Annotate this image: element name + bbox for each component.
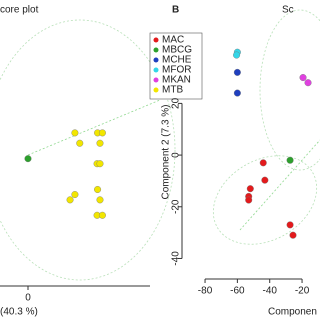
fit-line xyxy=(239,139,320,231)
y-tick-label: -20 xyxy=(171,199,182,214)
legend-label: MKAN xyxy=(162,75,191,86)
legend-label: MAC xyxy=(162,35,184,46)
legend-box xyxy=(149,32,203,100)
point xyxy=(98,211,106,219)
point xyxy=(233,89,241,97)
point xyxy=(261,176,269,184)
point xyxy=(299,74,307,82)
point xyxy=(286,156,294,164)
chart-title: Sc xyxy=(282,5,294,16)
fit-line xyxy=(27,99,161,156)
chart-title: core plot xyxy=(0,5,39,16)
confidence-ellipse xyxy=(212,155,318,245)
legend-marker xyxy=(153,37,159,43)
point xyxy=(66,196,74,204)
legend-label: MBCG xyxy=(162,45,192,56)
point xyxy=(71,191,79,199)
legend-marker xyxy=(153,57,159,63)
legend-label: MTB xyxy=(162,85,183,96)
point xyxy=(96,139,104,147)
y-tick-label: 0 xyxy=(171,152,182,158)
point xyxy=(71,129,79,137)
panel-label: B xyxy=(172,5,179,16)
x-tick-label: 0 xyxy=(25,293,31,304)
point xyxy=(259,159,267,167)
point xyxy=(76,139,84,147)
point xyxy=(304,79,312,87)
point xyxy=(96,196,104,204)
y-tick-label: 20 xyxy=(171,97,182,109)
x-tick-label: -80 xyxy=(198,286,213,297)
point xyxy=(233,68,241,76)
x-tick-label: -20 xyxy=(295,286,310,297)
point xyxy=(286,221,294,229)
legend-marker xyxy=(153,77,159,83)
point xyxy=(94,185,102,193)
legend-marker xyxy=(153,67,159,73)
confidence-ellipse xyxy=(0,19,176,281)
point xyxy=(98,129,106,137)
point xyxy=(24,155,32,163)
point xyxy=(96,160,104,168)
point xyxy=(233,51,241,59)
x-tick-label: -40 xyxy=(262,286,277,297)
y-tick-label: -40 xyxy=(171,251,182,266)
x-axis-label: (40.3 %) xyxy=(0,307,38,318)
confidence-ellipse xyxy=(259,9,320,171)
point xyxy=(246,185,254,193)
legend-label: MCHE xyxy=(162,55,192,66)
legend-label: MFOR xyxy=(162,65,191,76)
x-tick-label: -60 xyxy=(230,286,245,297)
legend-marker xyxy=(153,47,159,53)
x-axis-label: Componen xyxy=(268,307,317,318)
legend-marker xyxy=(153,87,159,93)
point xyxy=(289,231,297,239)
y-axis-label: Component 2 (7.3 %) xyxy=(161,104,172,199)
point xyxy=(245,196,253,204)
